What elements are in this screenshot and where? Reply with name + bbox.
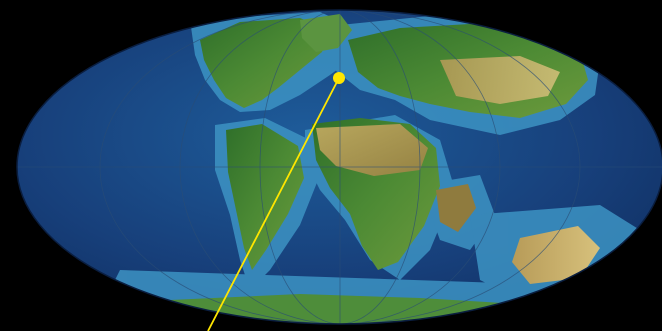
landmass-central-asia: [440, 56, 560, 104]
landmass-australia: [512, 226, 600, 284]
landmass-north-america: [200, 18, 330, 108]
globe-outline: [16, 9, 662, 325]
landmass-south-america: [226, 124, 304, 270]
landmass-greenland: [300, 14, 352, 52]
location-marker: [333, 72, 345, 84]
leader-line: [207, 77, 340, 331]
landmass-india: [436, 184, 476, 232]
graticule: [17, 10, 662, 324]
landmass-sahara: [316, 124, 428, 176]
